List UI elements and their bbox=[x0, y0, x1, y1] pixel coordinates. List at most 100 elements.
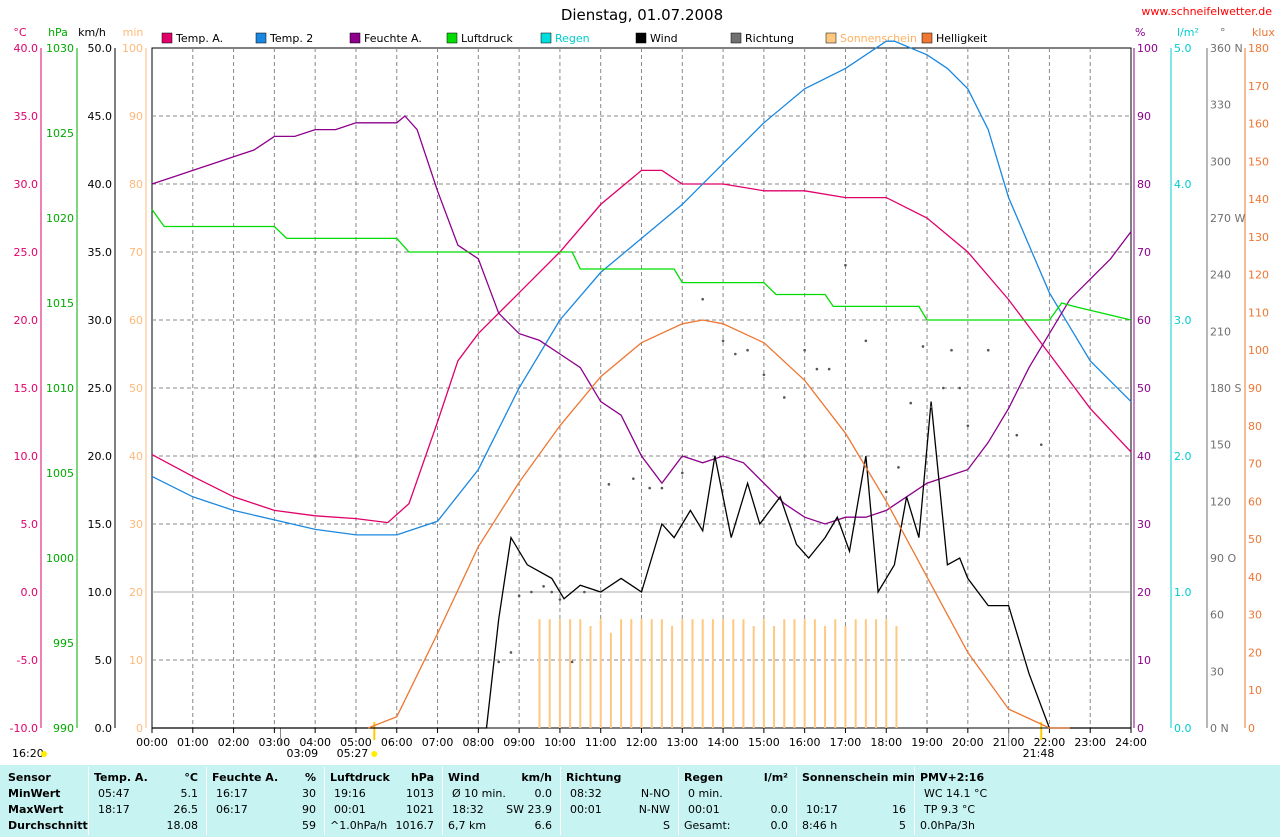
axis-tick-humidity: 50 bbox=[1137, 382, 1151, 395]
direction-point bbox=[701, 297, 704, 301]
axis-tick-direction: 300 bbox=[1210, 155, 1231, 168]
plot-area bbox=[151, 40, 1132, 729]
legend-label-luftdruck: Luftdruck bbox=[461, 32, 513, 45]
axis-tick-wind: 0.0 bbox=[95, 722, 113, 735]
x-tick-label: 20:00 bbox=[952, 736, 984, 749]
stats-cell: 19:16 bbox=[334, 787, 366, 800]
stats-cell: 06:17 bbox=[216, 803, 248, 816]
stats-cell: 16 bbox=[892, 803, 906, 816]
axis-tick-wind: 20.0 bbox=[88, 450, 113, 463]
axis-tick-brightness: 80 bbox=[1248, 420, 1262, 433]
row-label: Sensor bbox=[8, 771, 51, 784]
legend-swatch-feuchte bbox=[349, 32, 361, 44]
stats-cell: 0.0hPa/3h bbox=[920, 819, 976, 832]
axis-tick-brightness: 30 bbox=[1248, 609, 1262, 622]
axis-tick-wind: 45.0 bbox=[88, 110, 113, 123]
axis-tick-humidity: 40 bbox=[1137, 450, 1151, 463]
axis-tick-sun: 70 bbox=[129, 246, 143, 259]
direction-point bbox=[897, 466, 900, 469]
axis-tick-humidity: 70 bbox=[1137, 246, 1151, 259]
axis-tick-brightness: 110 bbox=[1248, 306, 1269, 319]
stats-cell: °C bbox=[184, 771, 198, 784]
axis-tick-direction: 360 N bbox=[1210, 42, 1243, 55]
legend-swatch-regen bbox=[540, 32, 552, 44]
event-label-bottom-left: 16:20 bbox=[12, 747, 44, 760]
axis-tick-direction: 150 bbox=[1210, 439, 1231, 452]
axis-unit-direction: ° bbox=[1220, 26, 1226, 39]
legend-swatch-luftdruck bbox=[446, 32, 458, 44]
x-tick-label: 10:00 bbox=[544, 736, 576, 749]
chart-title: Dienstag, 01.07.2008 bbox=[561, 6, 723, 24]
stats-column: Feuchte A.% 16:17 30 06:17 90 59 bbox=[206, 765, 322, 837]
axis-tick-rain: 0.0 bbox=[1174, 722, 1192, 735]
x-tick-label: 12:00 bbox=[626, 736, 658, 749]
legend-swatch-temp_a bbox=[161, 32, 173, 44]
axis-tick-temp: -5.0 bbox=[17, 654, 38, 667]
stats-cell: N-NW bbox=[638, 803, 670, 816]
stats-cell: 6,7 km bbox=[448, 819, 487, 832]
axis-tick-wind: 25.0 bbox=[88, 382, 113, 395]
axis-tick-wind: 35.0 bbox=[88, 246, 113, 259]
axis-tick-temp: 25.0 bbox=[14, 246, 39, 259]
column-separator bbox=[796, 767, 797, 835]
stats-cell: 00:01 bbox=[570, 803, 602, 816]
sun-icon bbox=[41, 751, 47, 757]
axis-tick-brightness: 100 bbox=[1248, 344, 1269, 357]
direction-point bbox=[517, 594, 521, 598]
axis-tick-rain: 1.0 bbox=[1174, 586, 1192, 599]
axis-tick-brightness: 90 bbox=[1248, 382, 1262, 395]
legend-label-sonnenschein: Sonnenschein bbox=[840, 32, 917, 45]
stats-cell: TP 9.3 °C bbox=[924, 803, 976, 816]
series-line-temp_2 bbox=[151, 40, 1132, 536]
stats-cell: ^1.0hPa/h bbox=[330, 819, 388, 832]
row-label: MinWert bbox=[8, 787, 61, 800]
axis-tick-wind: 30.0 bbox=[88, 314, 113, 327]
x-tick-label: 02:00 bbox=[218, 736, 250, 749]
legend-label-regen: Regen bbox=[555, 32, 590, 45]
axis-tick-sun: 10 bbox=[129, 654, 143, 667]
stats-cell: 30 bbox=[302, 787, 316, 800]
stats-cell: N-NO bbox=[640, 787, 670, 800]
stats-column: Sonnenschein min 10:17 16 8:46 h 5 bbox=[796, 765, 915, 837]
direction-point bbox=[734, 352, 737, 356]
axis-tick-direction: 90 O bbox=[1210, 552, 1236, 565]
stats-cell: S bbox=[663, 819, 670, 832]
axis-tick-pressure: 1010 bbox=[46, 382, 74, 395]
axis-tick-brightness: 130 bbox=[1248, 231, 1269, 244]
axis-tick-brightness: 50 bbox=[1248, 533, 1262, 546]
axis-tick-brightness: 70 bbox=[1248, 458, 1262, 471]
stats-column: Wind km/h Ø 10 min. 0.0 18:32 SW 23.9 6,7 km 6.… bbox=[442, 765, 558, 837]
axis-tick-sun: 20 bbox=[129, 586, 143, 599]
stats-cell: l/m² bbox=[763, 771, 788, 784]
stats-cell: 6.6 bbox=[534, 819, 553, 832]
stats-cell: Ø 10 min. bbox=[452, 787, 506, 800]
axis-tick-rain: 4.0 bbox=[1174, 178, 1192, 191]
stats-cell: Gesamt: bbox=[684, 819, 731, 832]
x-tick-label: 13:00 bbox=[666, 736, 698, 749]
direction-point bbox=[958, 386, 961, 390]
legend-swatch-richtung bbox=[730, 32, 742, 44]
stats-cell: 0.0 bbox=[770, 819, 789, 832]
legend-label-temp_a: Temp. A. bbox=[175, 32, 223, 45]
website-label: www.schneifelwetter.de bbox=[1141, 5, 1272, 18]
stats-cell: 0 min. bbox=[688, 787, 723, 800]
axis-tick-direction: 60 bbox=[1210, 609, 1224, 622]
direction-point bbox=[497, 660, 501, 664]
axis-tick-brightness: 120 bbox=[1248, 269, 1269, 282]
direction-point bbox=[721, 339, 725, 343]
axis-tick-humidity: 80 bbox=[1137, 178, 1151, 191]
legend-label-temp_2: Temp. 2 bbox=[269, 32, 313, 45]
axis-tick-brightness: 40 bbox=[1248, 571, 1262, 584]
axis-tick-brightness: 170 bbox=[1248, 80, 1269, 93]
axis-tick-wind: 15.0 bbox=[88, 518, 113, 531]
axis-tick-direction: 330 bbox=[1210, 99, 1231, 112]
legend: Temp. A. Temp. 2 Feuchte A. Luftdruck Regen W… bbox=[161, 32, 988, 45]
legend-label-feuchte: Feuchte A. bbox=[364, 32, 422, 45]
row-label: MaxWert bbox=[8, 803, 64, 816]
axis-tick-brightness: 180 bbox=[1248, 42, 1269, 55]
axis-tick-sun: 50 bbox=[129, 382, 143, 395]
axis-tick-temp: 20.0 bbox=[14, 314, 39, 327]
axis-tick-direction: 270 W bbox=[1210, 212, 1245, 225]
stats-cell: Richtung bbox=[566, 771, 622, 784]
stats-cell: 8:46 h bbox=[802, 819, 838, 832]
